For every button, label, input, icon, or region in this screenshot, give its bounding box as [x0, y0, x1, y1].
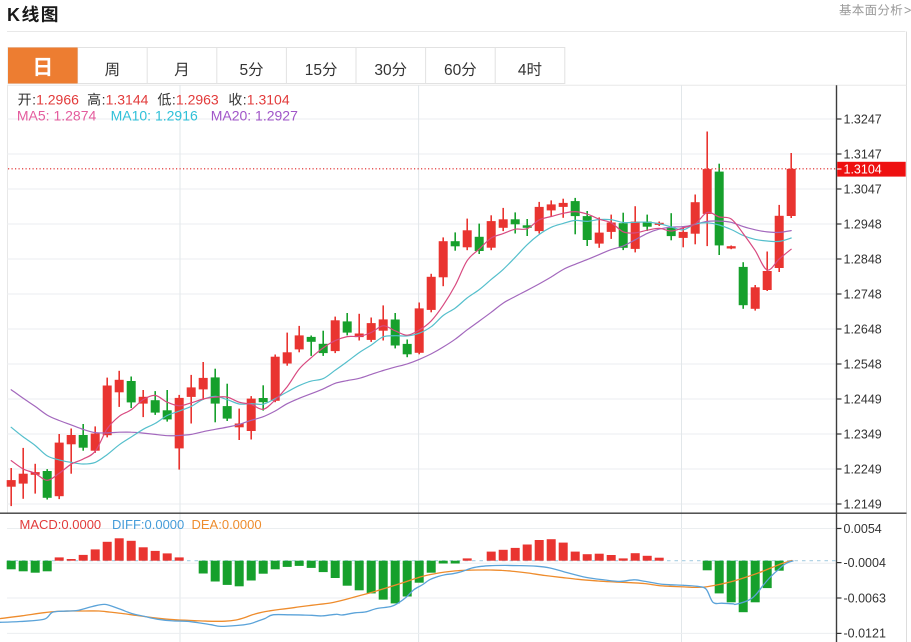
svg-text:MA10: 1.2916: MA10: 1.2916: [111, 108, 198, 124]
svg-text:DEA:0.0000: DEA:0.0000: [192, 517, 262, 532]
svg-text::: :: [102, 92, 106, 108]
svg-text:1.3104: 1.3104: [844, 162, 882, 176]
svg-text:-0.0063: -0.0063: [844, 591, 886, 605]
svg-text:1.2149: 1.2149: [844, 497, 882, 511]
svg-text:>: >: [904, 4, 911, 18]
svg-text::: :: [32, 92, 36, 108]
svg-text:1.2966: 1.2966: [36, 92, 79, 108]
svg-text:MA5: 1.2874: MA5: 1.2874: [17, 108, 97, 124]
svg-text:60: 60: [444, 62, 462, 79]
svg-text:1.3247: 1.3247: [844, 112, 882, 126]
svg-text:1.2948: 1.2948: [844, 217, 882, 231]
svg-text:15: 15: [305, 62, 322, 79]
svg-text:1.3104: 1.3104: [247, 92, 290, 108]
svg-text:0.0054: 0.0054: [844, 522, 882, 536]
svg-text:1.2249: 1.2249: [844, 462, 882, 476]
svg-text:MACD:0.0000: MACD:0.0000: [20, 517, 102, 532]
svg-text:DIFF:0.0000: DIFF:0.0000: [112, 517, 184, 532]
svg-text::: :: [243, 92, 247, 108]
svg-text:1.2848: 1.2848: [844, 252, 882, 266]
svg-text:5: 5: [240, 62, 249, 79]
svg-text:K: K: [7, 5, 20, 25]
svg-text:30: 30: [374, 62, 392, 79]
svg-text::: :: [172, 92, 176, 108]
svg-text:1.3047: 1.3047: [844, 182, 882, 196]
svg-text:4: 4: [518, 62, 527, 79]
svg-text:1.2548: 1.2548: [844, 357, 882, 371]
svg-text:-0.0004: -0.0004: [844, 556, 886, 570]
svg-text:-0.0121: -0.0121: [844, 627, 886, 641]
svg-text:1.3147: 1.3147: [844, 147, 882, 161]
svg-text:1.2748: 1.2748: [844, 287, 882, 301]
svg-text:1.2349: 1.2349: [844, 427, 882, 441]
svg-text:MA20: 1.2927: MA20: 1.2927: [211, 108, 298, 124]
svg-text:1.2449: 1.2449: [844, 392, 882, 406]
svg-text:1.2648: 1.2648: [844, 322, 882, 336]
svg-text:1.3144: 1.3144: [106, 92, 149, 108]
svg-text:1.2963: 1.2963: [176, 92, 219, 108]
